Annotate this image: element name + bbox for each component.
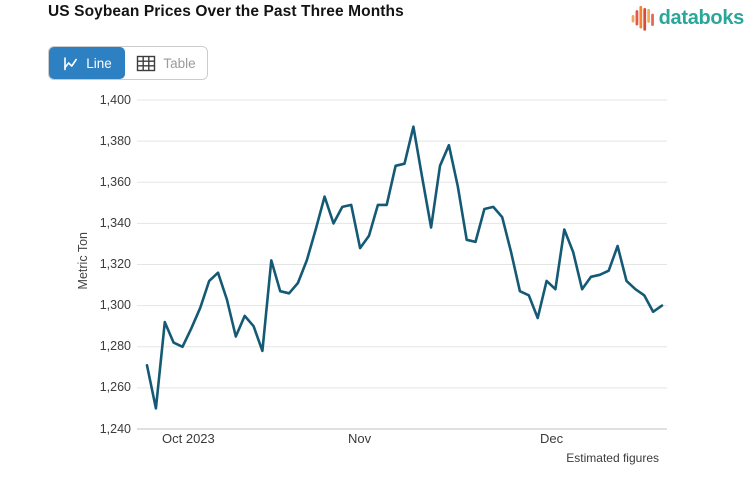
footnote: Estimated figures [566, 451, 659, 465]
table-view-label: Table [163, 55, 196, 71]
x-axis-tick-dec: Dec [540, 431, 564, 446]
databoks-logo-text: databoks [658, 7, 745, 29]
line-view-button[interactable]: Line [49, 47, 125, 79]
y-axis-tick-label: 1,400 [99, 92, 131, 107]
y-axis-tick-label: 1,300 [99, 298, 131, 313]
table-view-button[interactable]: Table [125, 47, 207, 79]
y-axis-tick-label: 1,380 [99, 133, 131, 148]
x-axis-tick-oct: Oct 2023 [162, 431, 215, 446]
databoks-logo-icon [631, 5, 654, 31]
view-toggle-group: Line Table [48, 46, 208, 80]
line-chart-icon [64, 56, 78, 70]
x-axis-tick-nov: Nov [348, 431, 372, 446]
table-icon [137, 55, 156, 71]
y-axis-tick-label: 1,260 [99, 380, 131, 395]
y-axis-tick-label: 1,240 [99, 421, 131, 436]
y-axis-tick-label: 1,280 [99, 339, 131, 354]
y-axis-tick-label: 1,360 [99, 174, 131, 189]
y-axis-title: Metric Ton [76, 232, 90, 290]
databoks-logo[interactable]: databoks [630, 5, 744, 32]
y-axis-tick-label: 1,320 [99, 257, 131, 271]
y-axis-tick-label: 1,340 [99, 215, 131, 230]
page-title: US Soybean Prices Over the Past Three Mo… [48, 3, 404, 20]
line-view-label: Line [86, 55, 112, 71]
